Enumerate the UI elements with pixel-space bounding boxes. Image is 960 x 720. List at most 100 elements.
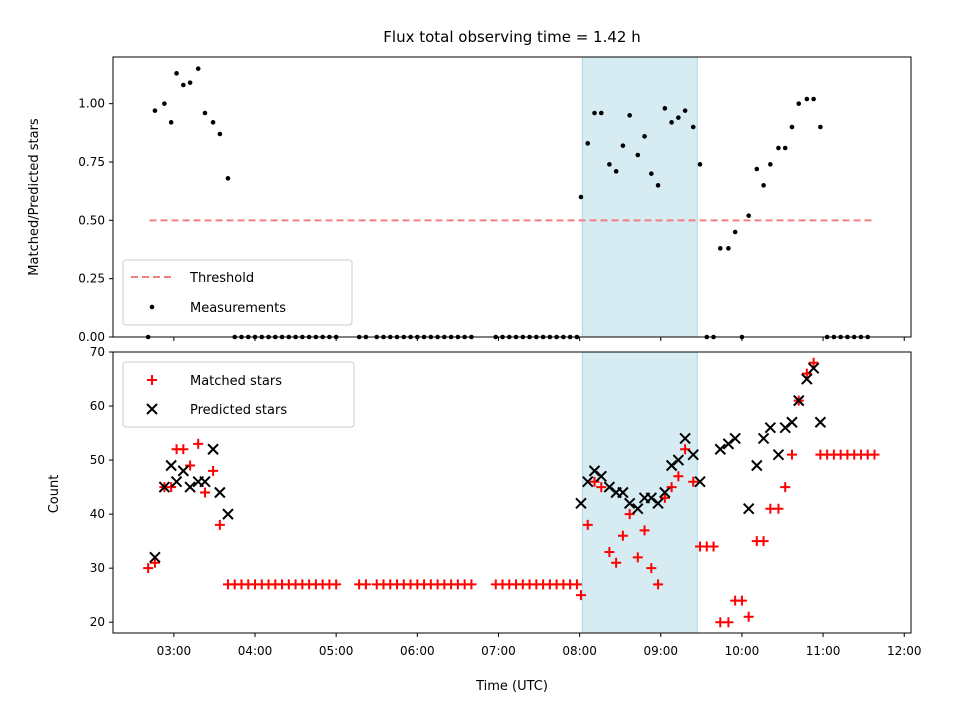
measurement-point <box>655 183 661 188</box>
measurement-point <box>690 124 696 130</box>
measurement-point <box>152 108 158 113</box>
matched-star-point <box>582 519 593 530</box>
measurement-point <box>669 120 674 125</box>
predicted-star-point <box>207 443 219 455</box>
predicted-star-point <box>729 432 741 445</box>
matched-star-point <box>624 509 635 520</box>
bottom-y-tick-label: 30 <box>90 561 105 575</box>
measurement-point <box>225 176 231 181</box>
matched-star-point <box>723 617 734 628</box>
measurement-point <box>726 246 731 251</box>
measurement-point <box>598 110 604 116</box>
predicted-star-point <box>149 551 161 564</box>
matched-star-point <box>149 557 160 568</box>
predicted-star-point <box>617 486 629 499</box>
bottom-y-tick-label: 70 <box>90 345 105 359</box>
predicted-star-point <box>184 481 196 493</box>
top-y-tick-label: 0.75 <box>78 155 105 169</box>
measurement-point <box>210 120 216 125</box>
matched-star-point <box>869 449 880 460</box>
matched-star-point <box>680 444 691 455</box>
x-tick-label: 12:00 <box>887 644 922 658</box>
measurement-point <box>676 115 681 120</box>
measurement-point <box>811 96 816 102</box>
measurement-point <box>627 113 632 118</box>
predicted-star-point <box>165 459 177 472</box>
matched-star-point <box>780 482 791 493</box>
bottom-y-tick-label: 50 <box>90 453 105 467</box>
x-tick-label: 07:00 <box>481 644 516 658</box>
measurement-point <box>195 66 201 71</box>
measurement-point <box>174 71 179 76</box>
bottom-legend-box <box>122 361 355 428</box>
measurements-legend-label: Measurements <box>190 301 286 316</box>
measurement-point <box>818 124 823 130</box>
predicted-star-point <box>679 432 691 445</box>
measurement-point <box>642 134 647 139</box>
predicted-star-point <box>222 508 234 520</box>
top-y-tick-label: 1.00 <box>78 97 105 111</box>
predicted-star-point <box>177 465 190 477</box>
x-tick-label: 08:00 <box>562 644 597 658</box>
predicted-star-point <box>757 432 770 445</box>
matched-star-point <box>743 611 754 622</box>
measurement-point <box>202 110 208 116</box>
measurement-point <box>607 162 612 167</box>
highlight-span-bottom <box>581 351 698 634</box>
matched-stars-legend-label: Matched stars <box>190 374 282 389</box>
measurement-point <box>187 80 193 85</box>
top-panel: 0.00 0.25 0.50 0.75 1.00 Threshold Measurement… <box>78 56 912 344</box>
measurement-point <box>592 110 597 116</box>
measurement-point <box>578 194 584 200</box>
predicted-star-point <box>199 475 211 488</box>
predicted-star-point <box>694 475 706 488</box>
predicted-star-point <box>764 421 777 434</box>
matched-star-point <box>466 579 477 590</box>
matched-star-point <box>808 357 819 368</box>
predicted-star-point <box>772 448 785 461</box>
x-tick-label: 10:00 <box>725 644 760 658</box>
matched-star-point <box>571 579 582 590</box>
threshold-legend-label: Threshold <box>189 271 254 286</box>
measurement-point <box>717 246 723 251</box>
x-tick-label: 09:00 <box>643 644 678 658</box>
matched-star-point <box>589 476 600 487</box>
predicted-star-point <box>158 481 171 493</box>
predicted-star-point <box>595 470 607 482</box>
top-y-axis-label: Matched/Predicted stars <box>27 118 42 276</box>
predicted-star-point <box>672 454 685 466</box>
top-y-tick-label: 0.25 <box>78 272 105 286</box>
matched-star-point <box>666 482 677 493</box>
matched-star-point <box>575 590 586 601</box>
predicted-star-point <box>751 459 763 472</box>
measurement-point <box>635 152 641 158</box>
measurement-point <box>613 169 619 174</box>
bottom-y-axis-label: Count <box>47 475 62 514</box>
matched-star-point <box>178 444 189 455</box>
measurement-point <box>789 124 795 130</box>
top-legend: Threshold Measurements <box>122 259 353 326</box>
top-axes-frame <box>112 56 912 338</box>
matched-star-point <box>166 482 177 493</box>
measurement-point <box>682 108 688 113</box>
predicted-star-point <box>687 448 699 461</box>
measurement-point <box>776 145 781 151</box>
matched-star-point <box>208 465 219 476</box>
matched-star-point <box>673 471 684 482</box>
predicted-star-point <box>786 416 798 428</box>
predicted-star-point <box>575 497 587 510</box>
measurement-point <box>217 131 223 137</box>
measurement-point <box>168 120 174 125</box>
predicted-star-point <box>214 486 226 499</box>
measurement-point <box>796 101 802 106</box>
bottom-y-tick-label: 20 <box>90 615 105 629</box>
matched-star-point <box>736 595 747 606</box>
matched-star-point <box>193 438 204 449</box>
measurement-point <box>746 213 751 218</box>
predicted-star-point <box>742 503 755 515</box>
predicted-star-point <box>632 503 644 515</box>
measurement-point <box>768 162 773 167</box>
predicted-stars-legend-swatch <box>146 403 158 415</box>
matched-star-point <box>653 579 664 590</box>
